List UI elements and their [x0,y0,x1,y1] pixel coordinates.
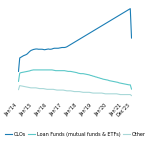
Other [102,92,104,94]
Other [108,93,110,95]
Other [18,89,19,90]
Other [110,93,111,95]
CLOs [108,20,110,22]
CLOs [112,18,114,20]
Loan Funds (mutual funds & ETFs) [113,81,115,82]
Loan Funds (mutual funds & ETFs) [108,80,110,81]
CLOs [131,37,132,39]
Other [113,93,115,95]
Line: Loan Funds (mutual funds & ETFs): Loan Funds (mutual funds & ETFs) [18,70,132,89]
Line: Other: Other [18,86,132,96]
Other [86,91,88,93]
CLOs [129,8,131,10]
CLOs [101,25,103,27]
Loan Funds (mutual funds & ETFs) [33,69,34,71]
Other [131,95,132,96]
CLOs [18,70,19,72]
Other [107,93,109,95]
Loan Funds (mutual funds & ETFs) [86,74,88,75]
Legend: CLOs, Loan Funds (mutual funds & ETFs), Other: CLOs, Loan Funds (mutual funds & ETFs), … [3,130,147,139]
Other [19,85,21,87]
Loan Funds (mutual funds & ETFs) [107,79,109,81]
CLOs [106,22,108,24]
CLOs [107,21,109,23]
Loan Funds (mutual funds & ETFs) [18,80,19,82]
Loan Funds (mutual funds & ETFs) [131,88,132,90]
Loan Funds (mutual funds & ETFs) [110,80,111,82]
Line: CLOs: CLOs [18,9,132,71]
CLOs [85,35,86,36]
Loan Funds (mutual funds & ETFs) [102,78,104,80]
